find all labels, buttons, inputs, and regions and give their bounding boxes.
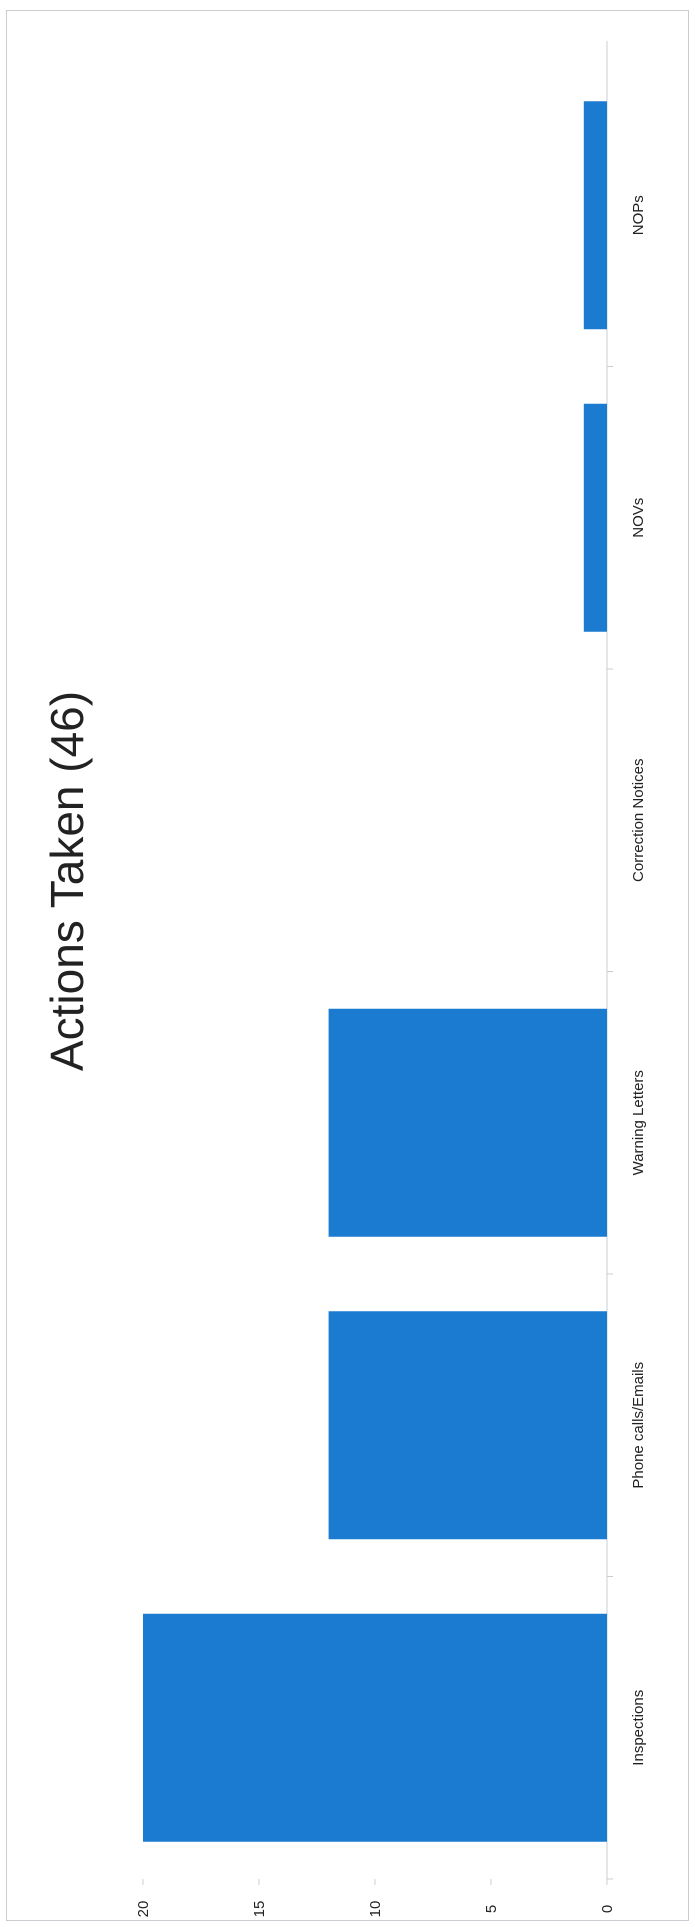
- value-tick-label: 0: [599, 1905, 616, 1913]
- category-label: NOVs: [630, 498, 647, 538]
- bar-0: [143, 1613, 607, 1842]
- bar-chart: 0 5 10 15 20 Inspections Phone calls/Emails War…: [41, 41, 647, 1917]
- category-label: Correction Notices: [630, 759, 647, 882]
- category-label: Warning Letters: [630, 1070, 647, 1175]
- value-tick-label: 10: [367, 1901, 384, 1918]
- category-label: Inspections: [630, 1690, 647, 1766]
- category-label: NOPs: [630, 195, 647, 235]
- value-tick-label: 15: [251, 1901, 268, 1918]
- bar-2: [328, 1008, 607, 1237]
- chart-title: Actions Taken (46): [41, 691, 93, 1071]
- bar-5: [583, 101, 607, 330]
- category-label: Phone calls/Emails: [630, 1362, 647, 1489]
- value-tick-label: 20: [135, 1901, 152, 1918]
- bar-1: [328, 1311, 607, 1540]
- bar-4: [583, 403, 607, 632]
- plot-area: 0 5 10 15 20 Inspections Phone calls/Emails War…: [135, 41, 647, 1917]
- value-tick-label: 5: [483, 1905, 500, 1913]
- chart-frame: 0 5 10 15 20 Inspections Phone calls/Emails War…: [6, 10, 689, 1921]
